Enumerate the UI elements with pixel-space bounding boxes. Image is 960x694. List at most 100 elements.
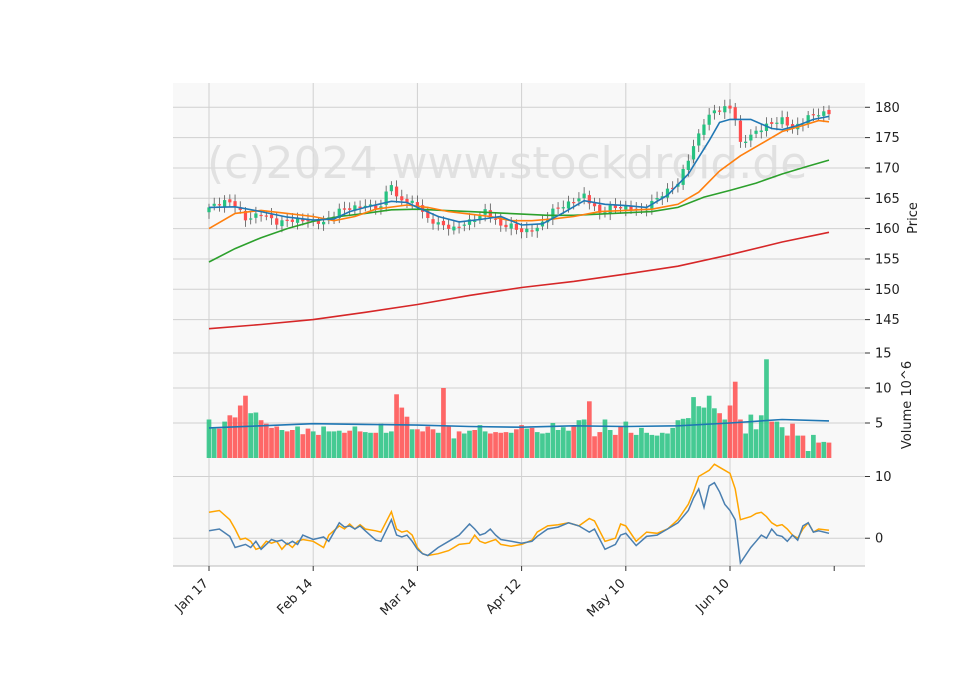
- volume-bar-32: [373, 432, 379, 458]
- price-tick-label-175: 175: [875, 131, 900, 146]
- candle-0: [207, 203, 211, 219]
- candle-body-7: [243, 210, 248, 221]
- candle-108: [770, 117, 774, 130]
- volume-bar-116: [811, 434, 816, 458]
- volume-bar-8: [248, 413, 254, 458]
- volume-bar-34: [383, 432, 389, 458]
- volume-bar-66: [550, 423, 556, 458]
- price-tick-label-145: 145: [875, 313, 900, 328]
- x-tick-label-5: Jun 10: [693, 576, 733, 616]
- candle-36: [394, 180, 399, 203]
- candle-118: [822, 105, 826, 123]
- candle-body-80: [624, 205, 628, 210]
- candle-98: [717, 106, 722, 115]
- candle-body-47: [452, 226, 456, 231]
- candle-91: [681, 164, 685, 190]
- candle-46: [447, 219, 451, 236]
- candle-body-79: [618, 206, 623, 209]
- x-tick-label-1: Feb 14: [275, 576, 317, 618]
- candle-body-8: [249, 218, 253, 220]
- candle-67: [556, 202, 560, 215]
- candle-body-45: [441, 220, 446, 226]
- volume-tick-label-5: 5: [875, 417, 883, 432]
- candle-body-5: [233, 201, 237, 207]
- candle-body-6: [238, 207, 242, 210]
- volume-bar-50: [467, 430, 472, 458]
- candle-body-41: [420, 205, 425, 212]
- candle-body-89: [671, 187, 675, 190]
- volume-bar-46: [446, 426, 452, 458]
- candle-43: [431, 212, 435, 230]
- volume-bar-86: [654, 435, 660, 458]
- candle-body-81: [629, 206, 633, 211]
- volume-bar-44: [435, 432, 441, 458]
- volume-bar-22: [321, 426, 326, 458]
- volume-bar-13: [274, 426, 280, 458]
- candle-body-69: [566, 201, 571, 209]
- candle-50: [467, 213, 472, 231]
- candle-body-61: [525, 228, 529, 233]
- volume-bar-2: [217, 428, 222, 458]
- candle-1: [212, 197, 216, 211]
- volume-bar-14: [279, 430, 285, 458]
- candle-body-40: [415, 202, 420, 207]
- volume-bar-3: [222, 421, 227, 458]
- volume-bar-47: [451, 438, 457, 458]
- candle-body-105: [754, 130, 758, 134]
- candle-body-74: [592, 203, 597, 207]
- volume-bar-97: [712, 408, 717, 458]
- candle-28: [353, 201, 357, 216]
- candle-body-31: [368, 204, 373, 206]
- candle-body-18: [301, 218, 305, 222]
- volume-bar-29: [357, 431, 363, 458]
- volume-bar-53: [482, 431, 488, 458]
- volume-bar-10: [258, 420, 264, 458]
- candle-27: [348, 202, 352, 217]
- volume-bar-27: [347, 430, 353, 458]
- candle-body-26: [342, 208, 347, 210]
- candle-body-52: [478, 216, 482, 221]
- candle-9: [254, 206, 258, 224]
- macd-line: [208, 481, 830, 565]
- candle-body-50: [467, 219, 472, 225]
- volume-bar-64: [540, 433, 545, 458]
- candle-30: [363, 199, 367, 212]
- volume-bar-56: [498, 432, 504, 458]
- candle-5: [233, 194, 237, 213]
- candle-body-9: [254, 213, 258, 218]
- volume-tick-label-10: 10: [875, 382, 892, 397]
- volume-bar-80: [623, 421, 629, 458]
- volume-bar-43: [430, 429, 436, 458]
- volume-bar-76: [602, 419, 608, 458]
- candle-4: [228, 194, 232, 208]
- candle-body-22: [322, 221, 326, 225]
- volume-bar-38: [404, 416, 410, 458]
- candle-body-35: [389, 185, 393, 192]
- volume-bar-103: [743, 433, 748, 458]
- candle-body-98: [717, 110, 722, 112]
- candle-body-1: [212, 203, 216, 206]
- candle-115: [806, 110, 810, 129]
- candle-body-71: [577, 198, 581, 202]
- price-axis-label: Price: [906, 202, 921, 234]
- candle-79: [618, 200, 623, 214]
- volume-bar-49: [461, 433, 467, 458]
- volume-bar-106: [758, 415, 764, 458]
- volume-bar-65: [545, 432, 550, 458]
- candle-body-27: [348, 208, 352, 210]
- candle-body-111: [785, 116, 789, 126]
- candle-body-77: [608, 205, 612, 214]
- candle-52: [478, 211, 482, 224]
- volume-bar-62: [529, 427, 535, 458]
- candle-body-107: [764, 123, 769, 131]
- volume-bar-67: [555, 430, 561, 458]
- candle-body-63: [535, 227, 539, 232]
- candle-body-28: [353, 205, 357, 211]
- volume-bar-17: [295, 426, 300, 458]
- volume-bar-84: [644, 432, 649, 458]
- candle-96: [707, 108, 711, 131]
- volume-bar-18: [300, 434, 306, 458]
- candle-75: [598, 198, 602, 220]
- candle-62: [530, 224, 534, 237]
